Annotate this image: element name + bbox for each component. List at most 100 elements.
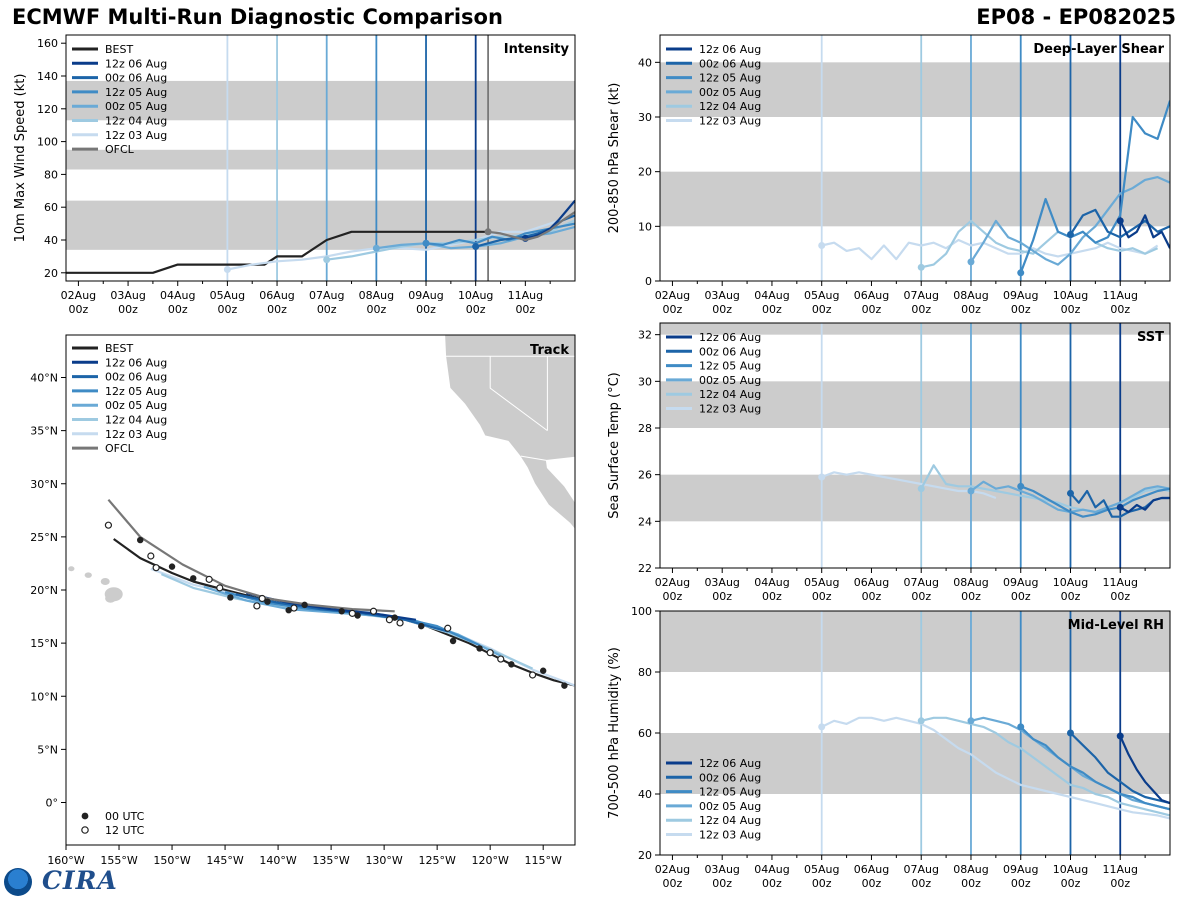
series-group xyxy=(66,199,575,274)
panel-title: Track xyxy=(530,343,569,358)
series-start-point xyxy=(818,241,826,249)
x-tick-label: 06Aug xyxy=(259,289,294,302)
y-tick-label: 35°N xyxy=(30,425,58,438)
x-tick-label: 00z xyxy=(515,303,535,316)
y-tick-label: 60 xyxy=(638,727,652,740)
y-axis-label: 200-850 hPa Shear (kt) xyxy=(607,83,622,234)
island xyxy=(105,594,116,603)
track-point-00utc xyxy=(227,594,234,601)
x-tick-label: 160°W xyxy=(47,854,84,867)
x-tick-label: 06Aug xyxy=(854,289,889,302)
x-tick-label: 00z xyxy=(267,303,287,316)
x-tick-label: 07Aug xyxy=(309,289,344,302)
threshold-band xyxy=(660,62,1170,117)
track-point-12utc xyxy=(348,609,356,617)
x-tick-label: 00z xyxy=(118,303,138,316)
y-tick-label: 30°N xyxy=(30,478,58,491)
legend-label: 12z 03 Aug xyxy=(699,115,761,128)
y-tick-label: 40 xyxy=(44,234,58,247)
legend-label: 00z 05 Aug xyxy=(699,86,761,99)
x-tick-label: 00z xyxy=(663,590,683,603)
x-tick-label: 04Aug xyxy=(160,289,195,302)
y-tick-label: 40°N xyxy=(30,372,58,385)
legend-label: 12z 06 Aug xyxy=(699,757,761,770)
x-tick-label: 05Aug xyxy=(804,289,839,302)
panel-frame xyxy=(659,322,1171,569)
x-tick-label: 11Aug xyxy=(1103,289,1138,302)
panel-track: 160°W 155°W 150°W 145°W 140°W 135°W 130°W 125°W… xyxy=(30,334,576,867)
x-tick-label: 00z xyxy=(712,303,732,316)
legend-label: 12z 04 Aug xyxy=(699,388,761,401)
series-line xyxy=(487,211,575,242)
x-tick-label: 00z xyxy=(366,303,386,316)
x-tick-label: 00z xyxy=(317,303,337,316)
series-start-point xyxy=(1066,729,1074,737)
legend-label: BEST xyxy=(105,43,133,56)
legend-label: 00z 05 Aug xyxy=(105,100,167,113)
x-tick-label: 03Aug xyxy=(110,289,145,302)
y-tick-label: 0 xyxy=(645,275,652,288)
series-line xyxy=(1019,726,1170,811)
series-start-point xyxy=(917,485,925,493)
series-start-point xyxy=(422,239,430,247)
x-tick-label: 08Aug xyxy=(953,289,988,302)
legend-label: 12z 05 Aug xyxy=(699,72,761,85)
x-tick-label: 120°W xyxy=(471,854,508,867)
y-tick-label: 5°N xyxy=(37,743,58,756)
panel-title: Mid-Level RH xyxy=(1068,618,1164,633)
series-start-point xyxy=(1066,231,1074,239)
x-tick-label: 03Aug xyxy=(704,289,739,302)
y-tick-label: 30 xyxy=(638,111,652,124)
series-start-point xyxy=(372,244,380,252)
track-point-00utc xyxy=(137,536,144,544)
series-start-point xyxy=(1116,503,1124,511)
y-axis-label: Sea Surface Temp (°C) xyxy=(607,372,622,519)
track-point-00utc xyxy=(449,637,457,645)
legend-label: 00z 05 Aug xyxy=(699,800,761,813)
y-tick-label: 32 xyxy=(638,329,652,342)
legend-label: 12z 03 Aug xyxy=(105,129,167,142)
y-tick-label: 100 xyxy=(37,136,58,149)
x-tick-label: 05Aug xyxy=(804,863,839,876)
panel-intensity: 02Aug00z03Aug00z04Aug00z05Aug00z06Aug00z… xyxy=(13,34,576,316)
x-tick-label: 00z xyxy=(961,303,981,316)
series-line xyxy=(1119,496,1170,514)
x-tick-label: 11Aug xyxy=(508,289,543,302)
x-tick-label: 07Aug xyxy=(903,289,938,302)
series-group xyxy=(818,100,1170,277)
track-point-12utc xyxy=(497,655,505,663)
y-tick-label: 28 xyxy=(638,422,652,435)
y-tick-label: 120 xyxy=(37,103,58,116)
track-point-12utc xyxy=(290,604,298,612)
legend-label: 00z 06 Aug xyxy=(105,72,167,85)
cira-logo-text: CIRA xyxy=(42,866,118,895)
threshold-band xyxy=(66,80,575,121)
y-tick-label: 20 xyxy=(638,849,652,862)
series-line xyxy=(970,176,1170,266)
x-tick-label: 05Aug xyxy=(804,576,839,589)
track-point-00utc xyxy=(418,622,425,630)
x-tick-label: 02Aug xyxy=(655,576,690,589)
x-tick-label: 06Aug xyxy=(854,576,889,589)
x-tick-label: 00z xyxy=(911,303,931,316)
y-tick-label: 25°N xyxy=(30,531,58,544)
x-tick-label: 03Aug xyxy=(704,863,739,876)
x-tick-label: 125°W xyxy=(418,854,455,867)
series-start-point xyxy=(1017,723,1025,731)
island xyxy=(100,578,110,585)
legend-label: 12z 06 Aug xyxy=(699,331,761,344)
series-start-point xyxy=(818,473,826,481)
x-tick-label: 00z xyxy=(762,590,782,603)
legend-label: 12z 05 Aug xyxy=(105,86,167,99)
x-tick-label: 00z xyxy=(168,303,188,316)
series-start-point xyxy=(917,263,925,271)
x-tick-label: 08Aug xyxy=(953,863,988,876)
y-axis-label: 10m Max Wind Speed (kt) xyxy=(13,74,28,243)
series-start-point xyxy=(967,487,975,495)
track-point-12utc xyxy=(369,607,378,615)
x-tick-label: 10Aug xyxy=(1053,863,1088,876)
y-tick-label: 10°N xyxy=(30,690,58,703)
legend-label: 12z 05 Aug xyxy=(699,786,761,799)
track-point-12utc xyxy=(385,616,394,624)
